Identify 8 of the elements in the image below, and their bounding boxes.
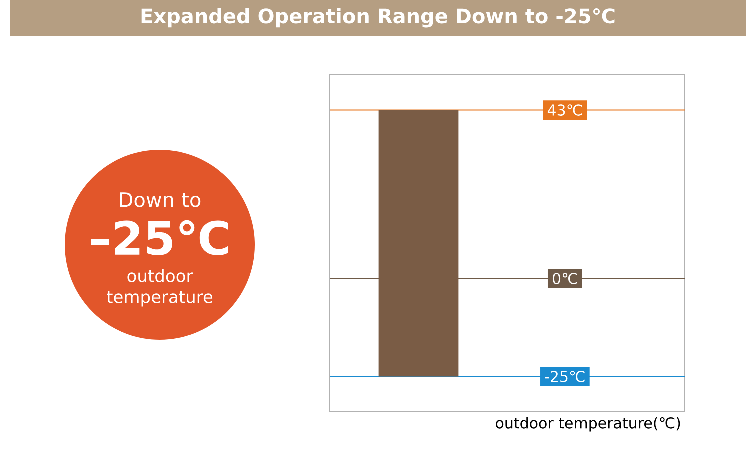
x-axis-title: outdoor temperature(℃): [496, 417, 680, 432]
ref-line-label: -25℃: [545, 371, 585, 382]
ref-line-label: 43℃: [548, 104, 582, 116]
text: Down to: [120, 192, 201, 208]
text: outdoor temperature: [107, 269, 213, 307]
text: –25℃: [91, 220, 228, 256]
chart-title: Expanded Operation Range Down to -25℃: [142, 8, 615, 28]
ref-line-label: 0℃: [552, 273, 578, 284]
